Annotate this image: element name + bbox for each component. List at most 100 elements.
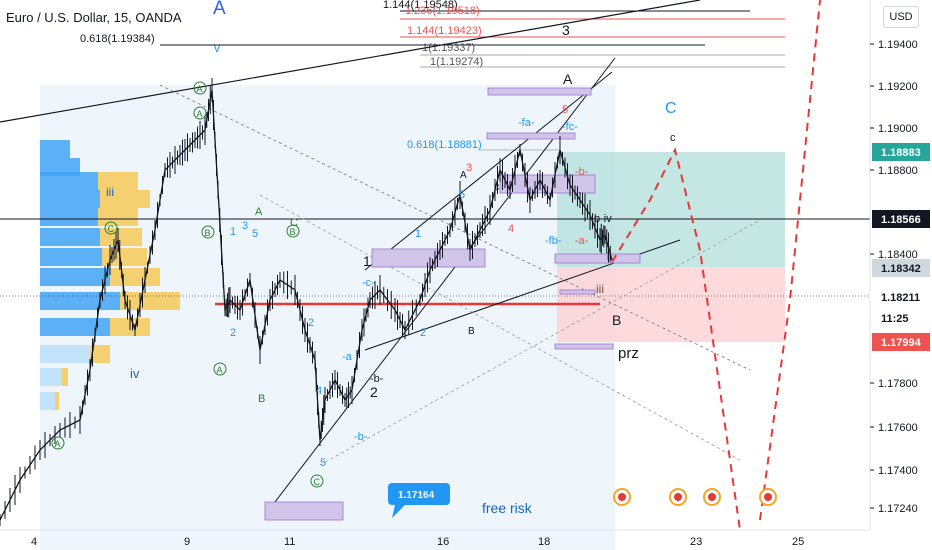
wave-label: B — [612, 312, 621, 328]
price-axis-label-bg — [872, 143, 930, 161]
volume-profile-bar — [40, 345, 90, 363]
wave-label-A-big: A — [213, 0, 226, 19]
price-axis-label-bg — [872, 259, 930, 277]
fib-label-1-a: 1(1.19337) — [422, 42, 475, 54]
wave-label: 5 — [459, 189, 465, 201]
currency-button[interactable]: USD — [883, 6, 919, 28]
time-tick-label: 11 — [284, 536, 295, 548]
circled-wave-label: B — [290, 227, 296, 237]
wave-label: -b- — [354, 431, 368, 443]
wave-label: iii — [596, 282, 604, 296]
purple-box-7 — [264, 501, 344, 521]
event-flag-icon-inner — [764, 493, 772, 501]
price-tick-label: 1.17800 — [878, 378, 918, 390]
volume-profile-bar — [40, 190, 100, 208]
wave-label: 5 — [320, 457, 326, 469]
volume-profile-bar — [40, 172, 98, 190]
projection-dashed-2 — [759, 0, 821, 521]
wave-label: 5 — [562, 104, 568, 116]
price-axis-label-bg — [872, 309, 930, 327]
wave-label: -b- — [575, 166, 589, 178]
volume-profile-bar — [40, 292, 120, 310]
volume-profile-bar-overlay — [62, 368, 68, 386]
wave-label: 2 — [370, 384, 378, 400]
wave-label: 1 — [230, 226, 236, 238]
wave-label: 3 — [466, 162, 472, 174]
purple-box-4 — [554, 253, 641, 264]
wave-label: B — [468, 326, 475, 337]
time-tick-label: 23 — [690, 536, 702, 548]
price-axis-label: 1.18342 — [881, 263, 921, 275]
wave-label: 4 — [316, 385, 322, 397]
circled-wave-marker — [213, 362, 227, 376]
fib-label-1144: 1.144(1.19423) — [407, 25, 482, 37]
circled-wave-label: B — [205, 228, 211, 238]
wave-label: 2 — [420, 327, 426, 339]
time-tick-label: 9 — [184, 536, 190, 548]
wave-label: 2 — [308, 317, 314, 329]
price-axis-label: 1.18211 — [881, 292, 920, 304]
price-axis-label-bg — [872, 288, 930, 306]
price-tick-label: 1.19000 — [878, 123, 918, 135]
dashed-channel-a — [159, 84, 751, 371]
circled-wave-label: A — [197, 84, 203, 94]
fib-label-1236: 1.236(1.19518) — [405, 5, 480, 17]
trendline-upper — [0, 0, 701, 123]
price-axis-label: 1.18883 — [881, 147, 921, 159]
wave-label: ii — [607, 252, 611, 263]
volume-profile-bar — [40, 158, 80, 176]
wave-label: -fc- — [562, 121, 578, 133]
volume-profile-bar — [40, 228, 100, 246]
time-tick-label: 25 — [792, 536, 804, 548]
fib-label-1-b: 1(1.19274) — [430, 56, 483, 68]
time-tick-label: 4 — [31, 536, 37, 548]
price-tick-label: 1.19200 — [878, 81, 918, 93]
wave-label: B — [258, 393, 265, 405]
price-callout-box — [388, 483, 450, 505]
price-callout-pointer — [392, 505, 405, 518]
time-tick-label: 18 — [538, 536, 550, 548]
price-tick-label: 1.17400 — [878, 465, 918, 477]
circled-wave-label: A — [55, 439, 61, 449]
wave-label: 3 — [562, 22, 570, 38]
circled-wave-label: C — [314, 477, 321, 487]
price-axis-label: 11:25 — [881, 313, 909, 325]
wave-label: c — [494, 181, 500, 193]
volume-profile-bar-overlay — [55, 392, 59, 410]
volume-profile-bar-overlay — [98, 208, 138, 226]
target-zone-green — [557, 152, 785, 267]
volume-profile-bar-overlay — [90, 345, 110, 363]
volume-profile-bar — [40, 318, 110, 336]
volume-profile-bar — [40, 392, 55, 410]
circled-wave-marker — [201, 225, 215, 239]
price-tick-label: 1.18800 — [878, 165, 918, 177]
wave-label: C — [290, 217, 298, 229]
chart-pane-shade — [40, 85, 615, 550]
free-risk-annotation: free risk — [482, 500, 533, 516]
purple-box-2 — [371, 248, 486, 268]
wave-label: 1 — [363, 253, 371, 269]
circled-wave-marker — [104, 221, 118, 235]
wave-label: prz — [618, 345, 639, 362]
event-flag-icon-inner — [674, 493, 682, 501]
wave-label: 3 — [242, 220, 248, 232]
price-axis-label-bg — [872, 210, 930, 228]
wave-label: b-iv — [594, 213, 612, 225]
symbol-title: Euro / U.S. Dollar, 15, OANDA — [6, 10, 182, 25]
fib-label-1144-top: 1.144(1.19548) — [383, 0, 458, 11]
purple-box-6 — [554, 343, 614, 350]
dashed-channel-b — [259, 194, 741, 461]
purple-box-0 — [487, 87, 592, 96]
circled-wave-marker — [193, 81, 207, 95]
price-tick-label: 1.17600 — [878, 422, 918, 434]
circled-wave-marker — [310, 474, 324, 488]
wave-label: -b- — [370, 373, 384, 385]
volume-profile-bar — [40, 268, 110, 286]
purple-box-5 — [559, 289, 596, 295]
wave-label: iii — [106, 185, 114, 199]
price-tick-label: 1.19400 — [878, 39, 918, 51]
wave-label: A — [255, 206, 263, 218]
circled-wave-label: A — [197, 109, 203, 119]
wave-label: A — [460, 170, 467, 181]
